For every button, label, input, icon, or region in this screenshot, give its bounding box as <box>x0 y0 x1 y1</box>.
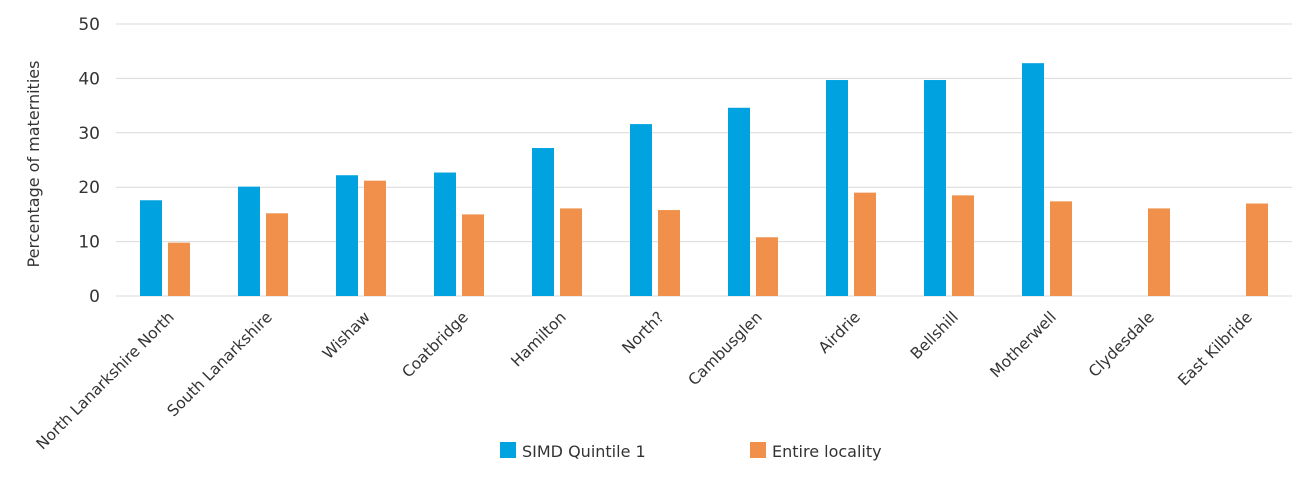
bar-simd-quintile-1 <box>532 148 554 296</box>
legend-swatch <box>500 442 516 458</box>
x-tick-label: North? <box>619 308 668 357</box>
x-tick-label: Airdrie <box>815 308 864 357</box>
y-tick-label: 10 <box>78 233 100 253</box>
bar-simd-quintile-1 <box>728 107 750 296</box>
y-tick-label: 30 <box>78 124 100 144</box>
bar-entire-locality <box>756 237 778 296</box>
bar-entire-locality <box>364 180 386 296</box>
bar-entire-locality <box>462 214 484 296</box>
bar-simd-quintile-1 <box>826 80 848 296</box>
x-tick-label: Wishaw <box>319 308 374 363</box>
bar-simd-quintile-1 <box>238 186 260 296</box>
legend-label: Entire locality <box>772 442 882 461</box>
bars <box>140 63 1268 296</box>
gridlines <box>116 23 1292 297</box>
bar-simd-quintile-1 <box>140 200 162 296</box>
x-tick-label: Motherwell <box>987 308 1060 381</box>
x-tick-label: Clydesdale <box>1085 308 1158 381</box>
bar-entire-locality <box>854 192 876 296</box>
bar-entire-locality <box>952 195 974 296</box>
x-tick-label: Bellshill <box>907 308 962 363</box>
y-tick-label: 50 <box>78 15 100 35</box>
bar-entire-locality <box>1148 208 1170 296</box>
x-tick-label: Cambusglen <box>685 308 766 389</box>
bar-simd-quintile-1 <box>434 172 456 296</box>
bar-simd-quintile-1 <box>630 124 652 296</box>
x-tick-label: South Lanarkshire <box>164 308 276 420</box>
y-tick-label: 0 <box>89 287 100 307</box>
bar-entire-locality <box>266 213 288 296</box>
y-axis-ticks: 0 10 20 30 40 50 <box>78 15 100 307</box>
y-tick-label: 40 <box>78 69 100 89</box>
legend-label: SIMD Quintile 1 <box>522 442 646 461</box>
x-tick-label: Hamilton <box>507 308 569 370</box>
legend-swatch <box>750 442 766 458</box>
bar-entire-locality <box>560 208 582 296</box>
bar-entire-locality <box>658 210 680 296</box>
bar-simd-quintile-1 <box>1022 63 1044 296</box>
bar-entire-locality <box>1246 203 1268 296</box>
x-tick-label: North Lanarkshire North <box>33 308 178 453</box>
y-axis-label: Percentage of maternities <box>24 61 43 268</box>
bar-entire-locality <box>1050 201 1072 296</box>
y-tick-label: 20 <box>78 178 100 198</box>
bar-simd-quintile-1 <box>336 175 358 296</box>
x-tick-label: East Kilbride <box>1174 308 1255 389</box>
x-tick-label: Coatbridge <box>399 308 472 381</box>
legend: SIMD Quintile 1 Entire locality <box>500 442 882 461</box>
bar-simd-quintile-1 <box>924 80 946 296</box>
bar-entire-locality <box>168 242 190 296</box>
